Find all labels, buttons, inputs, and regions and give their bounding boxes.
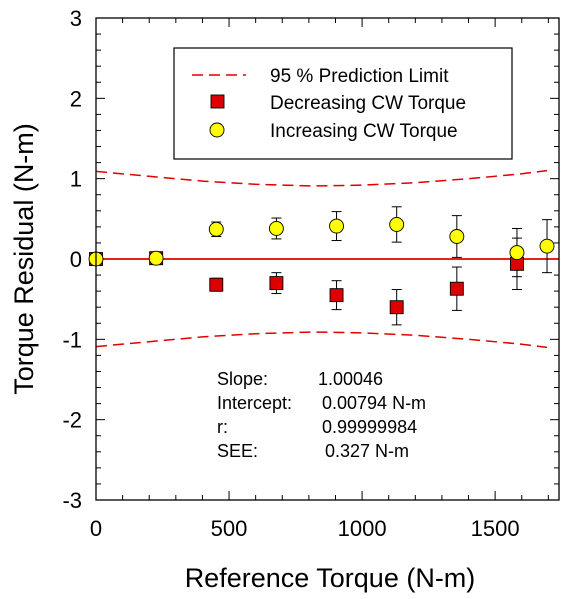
x-tick-label: 500 [211, 516, 248, 541]
stat-intercept-label: Intercept: [217, 393, 292, 413]
legend-swatch-decreasing [210, 94, 225, 109]
y-axis-title: Torque Residual (N-m) [9, 123, 39, 395]
y-tick-label: -1 [62, 327, 82, 352]
y-tick-labels: 3 2 1 0 -1 -2 -3 [62, 6, 82, 513]
data-markers [88, 217, 555, 315]
data-point-increasing [208, 221, 224, 237]
data-point-increasing [329, 218, 344, 234]
y-tick-label: 3 [70, 6, 82, 31]
stat-r-label: r: [217, 417, 228, 437]
y-tick-label: -2 [62, 408, 82, 433]
x-tick-label: 0 [90, 516, 102, 541]
x-tick-label: 1500 [471, 516, 520, 541]
x-tick-label: 1000 [338, 516, 387, 541]
data-point-decreasing [449, 281, 464, 296]
x-tick-labels: 0 500 1000 1500 [90, 516, 520, 541]
data-point-decreasing [389, 300, 404, 315]
y-tick-label: 1 [70, 167, 82, 192]
legend: 95 % Prediction Limit Decreasing CW Torq… [173, 47, 513, 160]
legend-label-increasing: Increasing CW Torque [270, 121, 458, 142]
data-point-decreasing [209, 277, 224, 292]
y-tick-label: 0 [70, 247, 82, 272]
data-point-increasing [389, 217, 405, 232]
stat-slope-value: 1.00046 [318, 369, 383, 389]
data-point-increasing [509, 245, 525, 261]
legend-swatch-increasing [209, 122, 225, 138]
data-point-increasing [268, 221, 284, 236]
stat-intercept-value: 0.00794 N-m [322, 393, 426, 413]
prediction-limit-curves [95, 169, 548, 349]
data-point-decreasing [269, 276, 284, 291]
y-tick-label: 2 [70, 86, 82, 111]
stat-see-value: 0.327 N-m [325, 441, 409, 461]
stat-slope-label: Slope: [217, 369, 268, 389]
plot-area-frame [95, 17, 560, 501]
prediction-limit-lower [95, 331, 548, 349]
regression-statistics: Slope: 1.00046 Intercept: 0.00794 N-m r:… [217, 369, 426, 461]
legend-label-decreasing: Decreasing CW Torque [270, 93, 466, 114]
stat-see-label: SEE: [217, 441, 258, 461]
data-point-increasing [539, 238, 555, 254]
stat-r-value: 0.99999984 [322, 417, 417, 437]
y-tick-label: -3 [62, 488, 82, 513]
x-axis-title: Reference Torque (N-m) [185, 563, 476, 593]
data-point-increasing [148, 250, 164, 266]
data-point-decreasing [329, 288, 344, 303]
data-point-increasing [449, 229, 465, 244]
legend-box [173, 47, 513, 160]
prediction-limit-upper [95, 169, 548, 187]
legend-label-prediction-limit: 95 % Prediction Limit [270, 66, 449, 87]
